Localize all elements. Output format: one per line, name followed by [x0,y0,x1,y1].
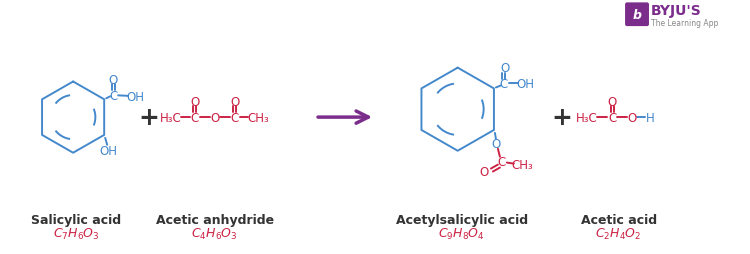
Text: O: O [491,138,500,151]
Text: $C_7H_6O_3$: $C_7H_6O_3$ [53,226,100,241]
Text: H₃C: H₃C [576,111,598,124]
Text: CH₃: CH₃ [248,111,269,124]
Text: C: C [500,78,508,91]
Text: Acetylsalicylic acid: Acetylsalicylic acid [395,213,528,226]
Text: O: O [230,96,239,108]
Text: CH₃: CH₃ [511,158,532,171]
Text: The Learning App: The Learning App [651,19,718,27]
Text: +: + [139,106,159,130]
Text: O: O [210,111,219,124]
Text: BYJU'S: BYJU'S [651,4,702,18]
Text: $C_2H_4O_2$: $C_2H_4O_2$ [596,226,642,241]
Text: C: C [230,111,238,124]
Text: OH: OH [126,90,144,103]
Text: C: C [190,111,199,124]
Text: +: + [552,106,573,130]
Text: O: O [479,165,488,178]
Text: Acetic anhydride: Acetic anhydride [155,213,274,226]
Text: O: O [500,62,509,75]
Text: C: C [109,89,117,102]
FancyBboxPatch shape [625,3,649,27]
Text: Acetic acid: Acetic acid [580,213,657,226]
Text: H: H [646,111,654,124]
Text: C: C [608,111,616,124]
Text: $C_4H_6O_3$: $C_4H_6O_3$ [191,226,238,241]
Text: O: O [190,96,200,108]
Text: O: O [109,74,118,87]
Text: b: b [632,9,641,22]
Text: O: O [628,111,637,124]
Text: OH: OH [517,78,535,91]
Text: O: O [608,96,616,108]
Text: $C_9H_8O_4$: $C_9H_8O_4$ [438,226,485,241]
Text: C: C [498,155,506,168]
Text: Salicylic acid: Salicylic acid [31,213,122,226]
Text: H₃C: H₃C [160,111,182,124]
Text: OH: OH [99,145,117,158]
